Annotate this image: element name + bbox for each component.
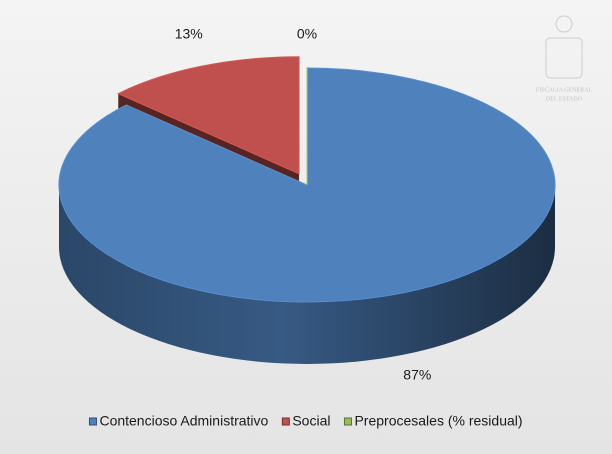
data-label: 87% [403,367,431,383]
logo: FISCALIA GENERAL DEL ESTADO [536,15,593,102]
legend-swatch [88,417,97,426]
logo-text: DEL ESTADO [546,96,583,102]
legend-swatch [343,417,352,426]
legend-label: Contencioso Administrativo [99,413,268,429]
data-label: 13% [175,26,203,42]
slice [117,56,300,175]
logo-text: FISCALIA GENERAL [536,87,593,93]
logo-crown [555,15,573,33]
slice-side [59,185,555,364]
pie-tops [58,56,556,303]
data-label: 0% [297,25,317,41]
legend-label: Preprocesales (% residual) [354,413,522,429]
legend-swatch [281,417,290,426]
legend-label: Social [292,413,330,429]
legend: Contencioso Administrativo Social Preproce… [88,413,523,429]
logo-shield [545,37,583,79]
pie-sides [59,185,555,364]
